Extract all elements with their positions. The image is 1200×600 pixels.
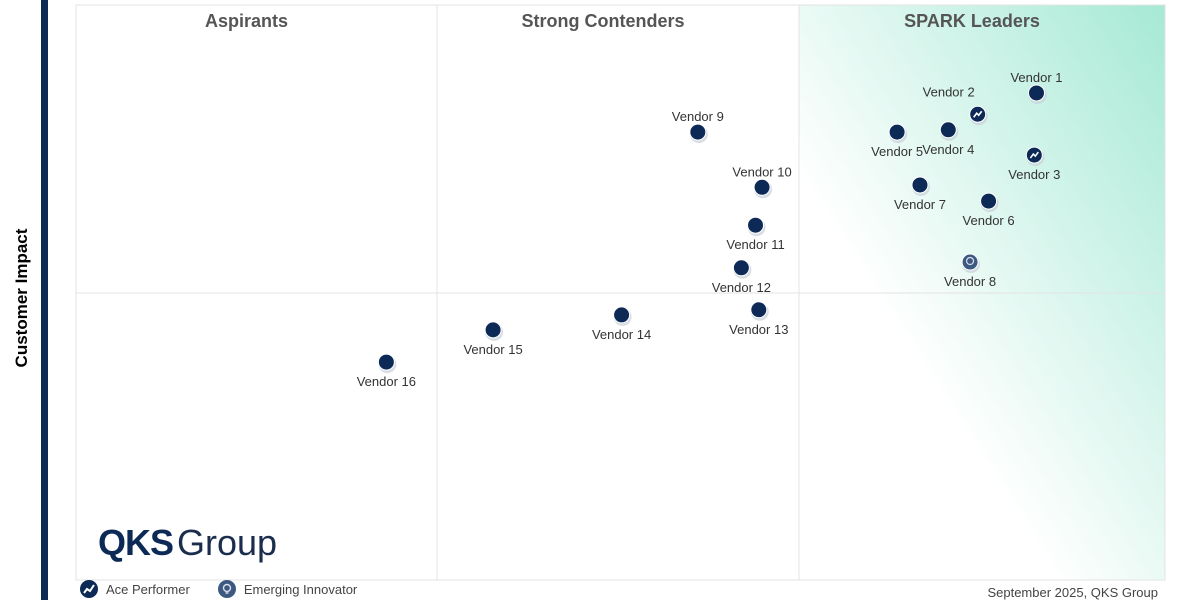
quadrant-title: SPARK Leaders [904,11,1040,31]
vendor-label: Vendor 10 [732,164,791,179]
vendor-label: Vendor 2 [923,84,975,99]
legend-emerging-innovator: Emerging Innovator [217,580,358,598]
vendor-marker [961,253,979,271]
vendor-marker [377,353,395,371]
vendor-label: Vendor 13 [729,322,788,337]
vendor-label: Vendor 12 [712,280,771,295]
vendor-marker [980,192,998,210]
vendor-label: Vendor 5 [871,144,923,159]
vendor-marker [750,301,768,319]
vendor-label: Vendor 9 [672,109,724,124]
lightbulb-icon [965,256,975,266]
vendor-marker [753,178,771,196]
vendor-label: Vendor 7 [894,197,946,212]
vendor-label: Vendor 3 [1008,167,1060,182]
vendor-marker [689,123,707,141]
quadrant-title: Aspirants [205,11,288,31]
vendor-label: Vendor 1 [1010,70,1062,85]
vendor-marker [484,321,502,339]
legend-label: Emerging Innovator [243,581,358,597]
vendor-marker [888,123,906,141]
vendor-label: Vendor 16 [357,374,416,389]
source-note: September 2025, QKS Group [987,585,1158,600]
vendor-label: Vendor 4 [922,142,974,157]
left-accent-bar [41,0,48,600]
vendor-label: Vendor 14 [592,327,651,342]
vendor-label: Vendor 15 [463,342,522,357]
trend-line-icon [1029,151,1039,159]
trend-line-icon [973,110,983,118]
qks-group-logo: QKS Group [98,522,278,563]
vendor-marker [613,306,631,324]
legend-label: Ace Performer [106,581,190,597]
legend: Ace Performer Emerging Innovator [80,580,385,598]
vendor-marker [1027,84,1045,102]
vendor-marker [747,216,765,234]
vendor-marker [732,259,750,277]
vendor-marker [911,176,929,194]
quadrant-title: Strong Contenders [521,11,684,31]
vendor-label: Vendor 11 [726,237,784,252]
trend-line-icon [80,580,98,598]
vendor-label: Vendor 6 [963,213,1015,228]
vendor-label: Vendor 8 [944,274,996,289]
lightbulb-icon [217,580,236,598]
vendor-marker [939,121,957,139]
legend-ace-performer: Ace Performer [80,580,190,598]
